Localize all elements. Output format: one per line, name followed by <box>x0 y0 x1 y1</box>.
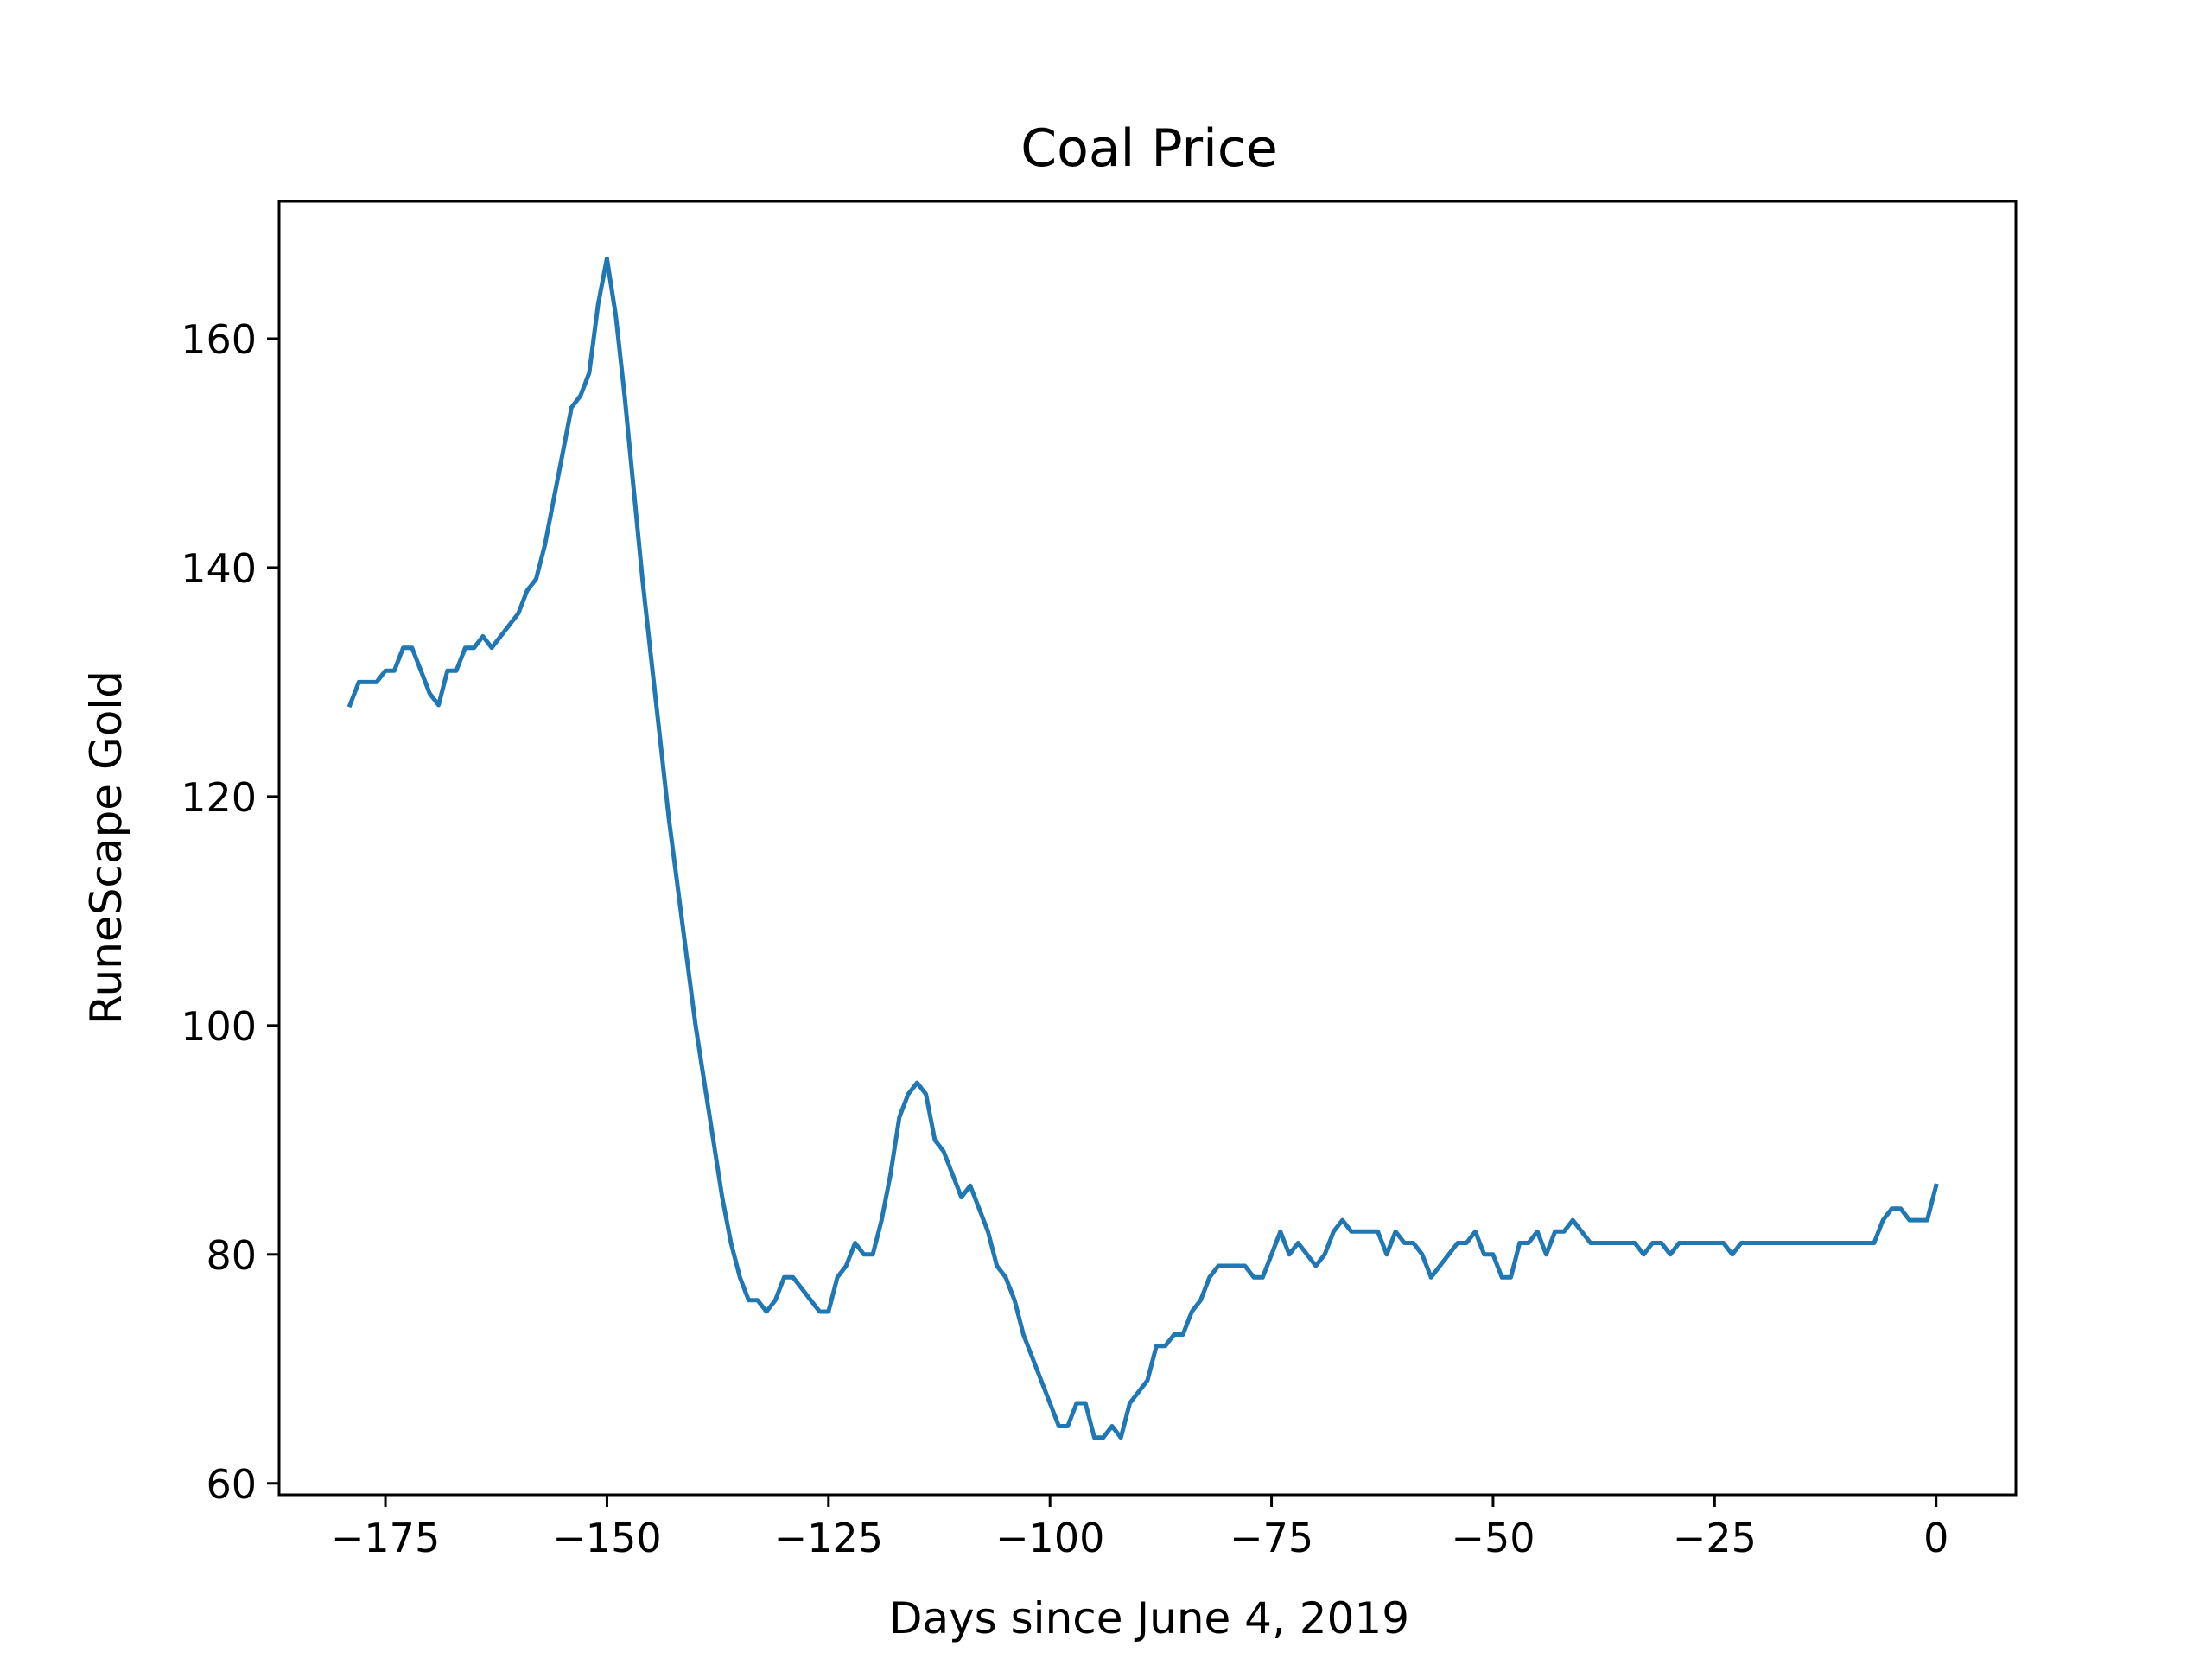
y-tick-label: 140 <box>181 545 257 592</box>
x-tick-label: −125 <box>774 1515 883 1561</box>
plot-area <box>277 200 2018 1497</box>
y-tick-label: 60 <box>206 1461 257 1508</box>
x-tick-label: −50 <box>1451 1515 1535 1561</box>
y-tick-label: 160 <box>181 316 257 363</box>
plot-frame <box>277 200 2018 1497</box>
x-tick-label: −25 <box>1673 1515 1757 1561</box>
x-tick-label: −150 <box>552 1515 661 1561</box>
x-tick-label: 0 <box>1923 1515 1948 1561</box>
x-axis-label: Days since June 4, 2019 <box>889 1593 1409 1643</box>
y-axis: 60 80 100 120 140 160 <box>181 316 279 1508</box>
y-axis-label: RuneScape Gold <box>81 671 131 1025</box>
y-tick-label: 100 <box>181 1003 257 1050</box>
x-tick-label: −75 <box>1230 1515 1313 1561</box>
x-axis: −175 −150 −125 −100 −75 −50 −25 0 <box>331 1495 1948 1561</box>
chart-title: Coal Price <box>1020 118 1277 179</box>
y-tick-label: 80 <box>206 1232 257 1279</box>
x-tick-label: −100 <box>995 1515 1104 1561</box>
coal-price-line <box>346 256 1939 1440</box>
x-tick-label: −175 <box>331 1515 440 1561</box>
y-tick-label: 120 <box>181 774 257 821</box>
